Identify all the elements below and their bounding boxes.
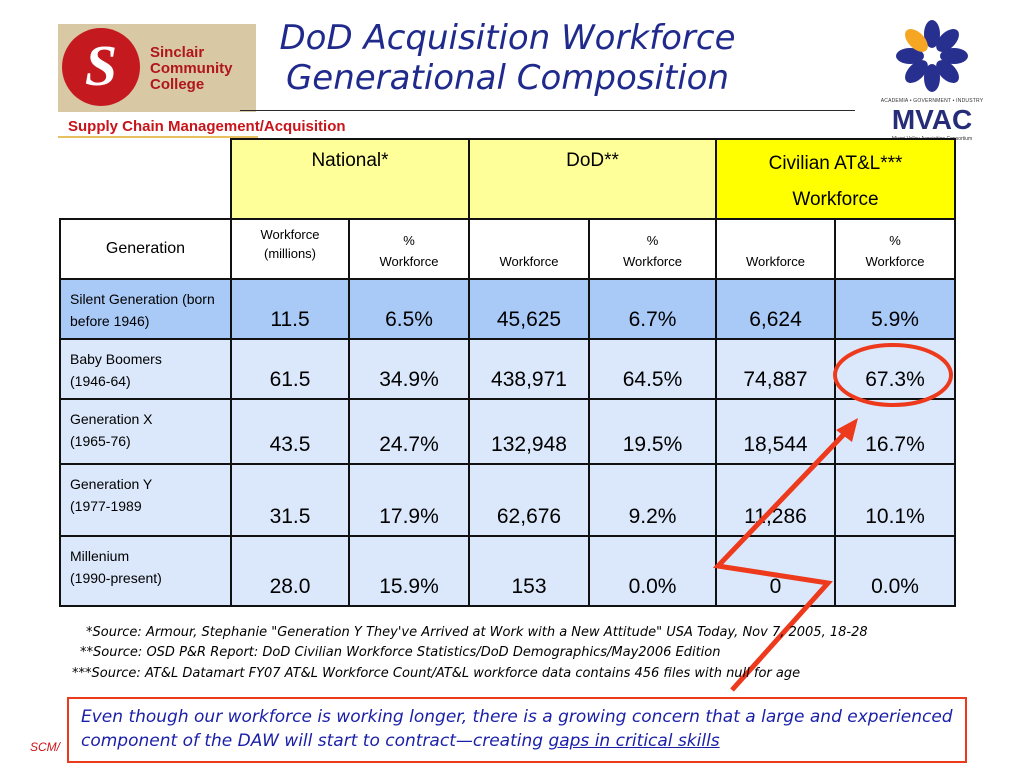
mvac-tagline: ACADEMIA • GOVERNMENT • INDUSTRY	[880, 98, 984, 104]
footnote-national: *Source: Armour, Stephanie "Generation Y…	[86, 625, 868, 640]
column-header-dod-pct: % Workforce	[588, 218, 717, 280]
row-label: Baby Boomers (1946-64)	[59, 338, 232, 400]
title-divider	[240, 110, 855, 111]
sinclair-logo-text: Sinclair Community College	[150, 44, 233, 93]
cell-dod-workforce: 45,625	[468, 278, 590, 340]
cell-dod-workforce: 132,948	[468, 398, 590, 465]
column-header-civ-pct: % Workforce	[834, 218, 956, 280]
footnote-civilian: ***Source: AT&L Datamart FY07 AT&L Workf…	[72, 666, 801, 681]
footer-tag: SCM/	[30, 740, 60, 754]
cell-dod-pct: 6.7%	[588, 278, 717, 340]
group-header-national: National*	[230, 138, 470, 220]
cell-civ-workforce: 11,286	[715, 463, 836, 537]
cell-civ-workforce: 74,887	[715, 338, 836, 400]
cell-civ-pct: 16.7%	[834, 398, 956, 465]
cell-national-workforce: 43.5	[230, 398, 350, 465]
cell-dod-workforce: 438,971	[468, 338, 590, 400]
row-label: Generation X (1965-76)	[59, 398, 232, 465]
table-row: Generation X (1965-76) 43.5 24.7% 132,94…	[59, 398, 956, 465]
row-label: Silent Generation (born before 1946)	[59, 278, 232, 340]
cell-civ-workforce: 6,624	[715, 278, 836, 340]
column-header-civ-workforce: Workforce	[715, 218, 836, 280]
cell-national-pct: 24.7%	[348, 398, 470, 465]
cell-national-workforce: 61.5	[230, 338, 350, 400]
slide-title: DoD Acquisition Workforce Generational C…	[230, 18, 785, 98]
cell-dod-workforce: 153	[468, 535, 590, 607]
cell-civ-pct: 67.3%	[834, 338, 956, 400]
table-row: Silent Generation (born before 1946) 11.…	[59, 278, 956, 340]
column-header-national-pct: % Workforce	[348, 218, 470, 280]
cell-national-workforce: 28.0	[230, 535, 350, 607]
table-row: Baby Boomers (1946-64) 61.5 34.9% 438,97…	[59, 338, 956, 400]
cell-national-workforce: 11.5	[230, 278, 350, 340]
corner-cell	[60, 139, 231, 219]
column-header-national-workforce: Workforce (millions)	[230, 218, 350, 280]
generation-table: National* DoD** Civilian AT&L*** Workfor…	[59, 138, 956, 607]
pinwheel-icon	[896, 20, 968, 92]
group-header-dod: DoD**	[468, 138, 717, 220]
slide-subtitle: Supply Chain Management/Acquisition	[68, 118, 346, 135]
row-label: Generation Y (1977-1989	[59, 463, 232, 537]
table-row: Generation Y (1977-1989 31.5 17.9% 62,67…	[59, 463, 956, 537]
callout-box: Even though our workforce is working lon…	[67, 697, 967, 763]
group-header-civilian: Civilian AT&L*** Workforce	[715, 138, 956, 220]
cell-national-pct: 17.9%	[348, 463, 470, 537]
sinclair-emblem-icon: S	[62, 28, 140, 106]
cell-civ-workforce: 18,544	[715, 398, 836, 465]
table-row: Millenium (1990-present) 28.0 15.9% 153 …	[59, 535, 956, 607]
mvac-wordmark: MVAC	[891, 104, 973, 135]
title-line-2: Generational Composition	[285, 58, 730, 98]
cell-civ-pct: 5.9%	[834, 278, 956, 340]
cell-civ-pct: 10.1%	[834, 463, 956, 537]
cell-national-pct: 6.5%	[348, 278, 470, 340]
row-label: Millenium (1990-present)	[59, 535, 232, 607]
sinclair-logo: S Sinclair Community College	[58, 24, 256, 112]
cell-dod-pct: 19.5%	[588, 398, 717, 465]
cell-civ-workforce: 0	[715, 535, 836, 607]
cell-dod-pct: 64.5%	[588, 338, 717, 400]
cell-dod-pct: 9.2%	[588, 463, 717, 537]
title-line-1: DoD Acquisition Workforce	[279, 18, 736, 58]
column-header-generation: Generation	[59, 218, 232, 280]
column-header-dod-workforce: Workforce	[468, 218, 590, 280]
cell-national-workforce: 31.5	[230, 463, 350, 537]
subtitle-accent-bar	[58, 136, 258, 138]
cell-civ-pct: 0.0%	[834, 535, 956, 607]
cell-dod-workforce: 62,676	[468, 463, 590, 537]
cell-national-pct: 15.9%	[348, 535, 470, 607]
callout-emphasis: gaps in critical skills	[548, 731, 720, 751]
mvac-logo: ACADEMIA • GOVERNMENT • INDUSTRY MVAC Mi…	[876, 18, 988, 146]
cell-dod-pct: 0.0%	[588, 535, 717, 607]
footnote-dod: **Source: OSD P&R Report: DoD Civilian W…	[80, 645, 721, 660]
cell-national-pct: 34.9%	[348, 338, 470, 400]
callout-text: Even though our workforce is working lon…	[81, 707, 953, 751]
